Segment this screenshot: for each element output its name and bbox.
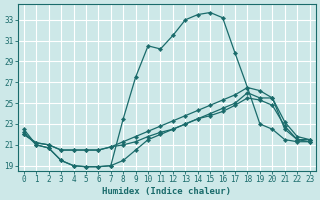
X-axis label: Humidex (Indice chaleur): Humidex (Indice chaleur) (102, 187, 231, 196)
